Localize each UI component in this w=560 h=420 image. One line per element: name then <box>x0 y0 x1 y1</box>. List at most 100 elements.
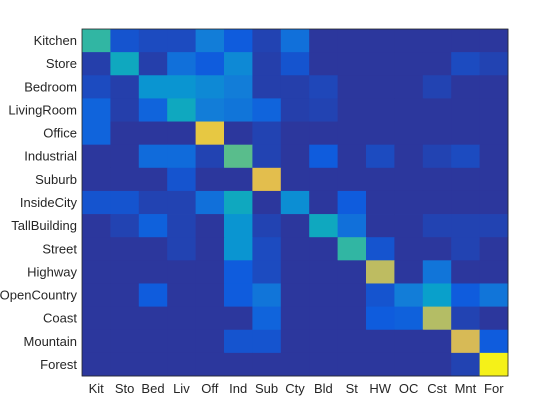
heatmap-cell-store-sub <box>252 52 282 76</box>
heatmap-cell-bedroom-hw <box>366 75 395 99</box>
heatmap-cell-office-sto <box>110 121 140 146</box>
heatmap-cell-livingroom-cst <box>422 98 452 122</box>
heatmap-cell-forest-cty <box>280 352 310 377</box>
heatmap-cell-forest-cst <box>422 352 452 377</box>
heatmap-cell-street-oc <box>394 237 424 261</box>
heatmap-cell-coast-for <box>479 306 509 331</box>
heatmap-cell-suburb-cty <box>280 167 310 192</box>
heatmap-cell-opencountry-sub <box>252 283 282 307</box>
heatmap-cell-store-cst <box>422 52 452 76</box>
heatmap-cell-insidecity-sto <box>110 190 140 215</box>
heatmap-cell-kitchen-off <box>195 29 225 53</box>
heatmap-cell-mountain-ind <box>224 329 253 354</box>
heatmap-cell-bedroom-bed <box>138 75 168 99</box>
x-tick-label: Sto <box>115 381 135 396</box>
heatmap-cell-opencountry-st <box>337 283 367 307</box>
plot-frame <box>81 28 509 377</box>
heatmap-cell-highway-bld <box>309 260 338 284</box>
heatmap-cell-street-mnt <box>451 237 480 261</box>
heatmap-cell-mountain-cty <box>280 329 310 354</box>
y-tick-label: Kitchen <box>34 33 77 48</box>
heatmap-cells <box>82 29 509 377</box>
heatmap-cell-bedroom-liv <box>167 75 196 99</box>
heatmap-cell-mountain-st <box>337 329 367 354</box>
heatmap-cell-bedroom-oc <box>394 75 424 99</box>
heatmap-cell-coast-cst <box>422 306 452 331</box>
heatmap-cell-insidecity-oc <box>394 190 424 215</box>
heatmap-cell-bedroom-bld <box>309 75 338 99</box>
heatmap-cell-office-kit <box>82 121 111 146</box>
heatmap-cell-livingroom-kit <box>82 98 111 122</box>
x-tick-label: OC <box>399 381 419 396</box>
y-tick-label: Bedroom <box>24 79 77 94</box>
heatmap-cell-suburb-kit <box>82 167 111 192</box>
heatmap-cell-kitchen-bld <box>309 29 338 53</box>
heatmap-cell-forest-ind <box>224 352 253 377</box>
x-tick-label: Bed <box>141 381 164 396</box>
heatmap-cell-tallbuilding-cst <box>422 214 452 238</box>
heatmap-cell-forest-sto <box>110 352 140 377</box>
heatmap-cell-suburb-ind <box>224 167 253 192</box>
heatmap-cell-tallbuilding-hw <box>366 214 395 238</box>
y-tick-label: TallBuilding <box>11 218 77 233</box>
heatmap-cell-coast-liv <box>167 306 196 331</box>
heatmap-cell-insidecity-for <box>479 190 509 215</box>
heatmap-cell-mountain-sto <box>110 329 140 354</box>
heatmap-cell-tallbuilding-bld <box>309 214 338 238</box>
heatmap-cell-coast-st <box>337 306 367 331</box>
heatmap-cell-store-for <box>479 52 509 76</box>
heatmap-cell-office-off <box>195 121 225 146</box>
heatmap-cell-coast-cty <box>280 306 310 331</box>
heatmap-cell-industrial-kit <box>82 144 111 169</box>
heatmap-cell-tallbuilding-cty <box>280 214 310 238</box>
y-tick-label: InsideCity <box>20 195 78 210</box>
heatmap-cell-opencountry-cst <box>422 283 452 307</box>
heatmap-cell-highway-st <box>337 260 367 284</box>
heatmap-cell-bedroom-cst <box>422 75 452 99</box>
heatmap-cell-industrial-oc <box>394 144 424 169</box>
heatmap-cell-coast-oc <box>394 306 424 331</box>
heatmap-cell-opencountry-hw <box>366 283 395 307</box>
heatmap-cell-mountain-hw <box>366 329 395 354</box>
heatmap-cell-office-cty <box>280 121 310 146</box>
heatmap-cell-livingroom-liv <box>167 98 196 122</box>
heatmap-cell-opencountry-ind <box>224 283 253 307</box>
heatmap-cell-kitchen-ind <box>224 29 253 53</box>
heatmap-cell-store-cty <box>280 52 310 76</box>
heatmap-cell-office-ind <box>224 121 253 146</box>
heatmap-cell-suburb-bld <box>309 167 338 192</box>
x-tick-label: Liv <box>173 381 190 396</box>
heatmap-cell-industrial-st <box>337 144 367 169</box>
heatmap-cell-insidecity-kit <box>82 190 111 215</box>
heatmap-cell-highway-for <box>479 260 509 284</box>
heatmap-cell-street-for <box>479 237 509 261</box>
heatmap-cell-mountain-bed <box>138 329 168 354</box>
heatmap-cell-tallbuilding-sub <box>252 214 282 238</box>
heatmap-cell-street-hw <box>366 237 395 261</box>
heatmap-cell-office-for <box>479 121 509 146</box>
heatmap-cell-bedroom-st <box>337 75 367 99</box>
heatmap-cell-office-hw <box>366 121 395 146</box>
heatmap-cell-insidecity-bld <box>309 190 338 215</box>
heatmap-cell-mountain-liv <box>167 329 196 354</box>
heatmap-cell-opencountry-for <box>479 283 509 307</box>
heatmap-cell-tallbuilding-st <box>337 214 367 238</box>
heatmap-cell-tallbuilding-oc <box>394 214 424 238</box>
y-tick-label: Mountain <box>24 334 77 349</box>
heatmap-cell-insidecity-cst <box>422 190 452 215</box>
heatmap-cell-forest-bed <box>138 352 168 377</box>
heatmap-cell-forest-kit <box>82 352 111 377</box>
x-tick-labels: Kit Sto Bed Liv Off Ind Sub Cty Bld St HW OC Cst Mnt F… <box>89 381 505 396</box>
heatmap-cell-bedroom-for <box>479 75 509 99</box>
x-tick-label: Cty <box>285 381 305 396</box>
y-tick-label: Highway <box>27 264 77 279</box>
heatmap-cell-insidecity-sub <box>252 190 282 215</box>
heatmap-cell-suburb-for <box>479 167 509 192</box>
heatmap-cell-coast-sub <box>252 306 282 331</box>
heatmap-cell-highway-cst <box>422 260 452 284</box>
heatmap-cell-livingroom-ind <box>224 98 253 122</box>
heatmap-cell-mountain-off <box>195 329 225 354</box>
heatmap-cell-highway-oc <box>394 260 424 284</box>
heatmap-cell-kitchen-mnt <box>451 29 480 53</box>
heatmap-cell-street-cty <box>280 237 310 261</box>
